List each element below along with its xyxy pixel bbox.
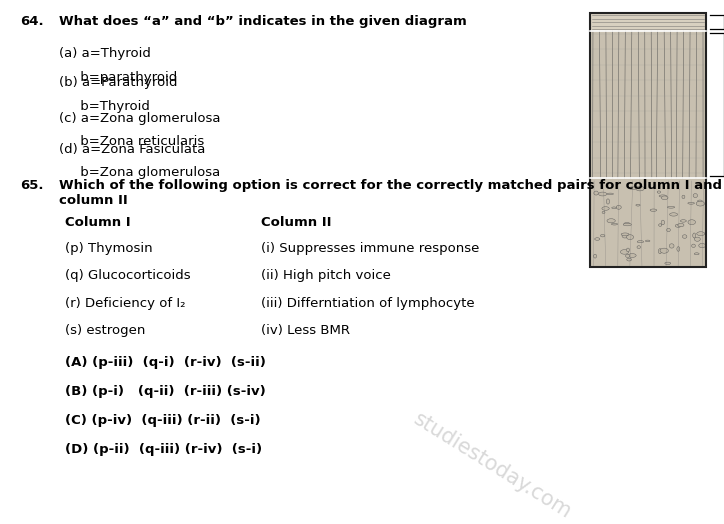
Ellipse shape — [637, 246, 641, 248]
Text: (B) (p-i)   (q-ii)  (r-iii) (s-iv): (B) (p-i) (q-ii) (r-iii) (s-iv) — [65, 385, 266, 398]
Ellipse shape — [661, 220, 665, 225]
Text: Column I: Column I — [65, 216, 131, 230]
Text: (q) Glucocorticoids: (q) Glucocorticoids — [65, 269, 191, 282]
Ellipse shape — [599, 192, 607, 196]
Ellipse shape — [607, 193, 613, 195]
Ellipse shape — [645, 240, 650, 242]
Ellipse shape — [620, 249, 628, 254]
Bar — [590, 13, 706, 31]
Ellipse shape — [628, 254, 636, 257]
Ellipse shape — [626, 248, 630, 252]
Ellipse shape — [668, 206, 675, 208]
Ellipse shape — [626, 235, 634, 239]
Bar — [590, 13, 706, 267]
Text: (C) (p-iv)  (q-iii) (r-ii)  (s-i): (C) (p-iv) (q-iii) (r-ii) (s-i) — [65, 414, 261, 427]
Ellipse shape — [661, 249, 668, 253]
Ellipse shape — [611, 223, 618, 225]
Ellipse shape — [658, 249, 662, 254]
Ellipse shape — [606, 199, 610, 204]
Text: (c) a=Zona glomerulosa: (c) a=Zona glomerulosa — [59, 112, 221, 125]
Ellipse shape — [694, 253, 699, 255]
Ellipse shape — [659, 195, 667, 197]
Ellipse shape — [696, 201, 704, 206]
Ellipse shape — [699, 243, 705, 248]
Ellipse shape — [669, 244, 674, 248]
Ellipse shape — [602, 211, 605, 213]
Ellipse shape — [621, 233, 629, 236]
Text: Which of the following option is correct for the correctly matched pairs for col: Which of the following option is correct… — [59, 179, 723, 207]
Text: b=Thyroid: b=Thyroid — [59, 100, 151, 113]
Ellipse shape — [677, 247, 680, 252]
Text: (i) Suppresses immune response: (i) Suppresses immune response — [261, 242, 479, 255]
Ellipse shape — [659, 224, 662, 226]
Ellipse shape — [612, 207, 616, 209]
Ellipse shape — [637, 241, 644, 243]
Ellipse shape — [628, 187, 637, 189]
Ellipse shape — [626, 254, 630, 257]
Text: b=parathyroid: b=parathyroid — [59, 71, 177, 84]
Ellipse shape — [627, 258, 631, 261]
Text: (iv) Less BMR: (iv) Less BMR — [261, 324, 350, 337]
Ellipse shape — [594, 238, 600, 241]
Ellipse shape — [607, 219, 615, 223]
Bar — [590, 13, 706, 267]
Text: What does “a” and “b” indicates in the given diagram: What does “a” and “b” indicates in the g… — [59, 15, 467, 28]
Ellipse shape — [670, 213, 678, 216]
Ellipse shape — [600, 234, 605, 237]
Ellipse shape — [696, 232, 704, 236]
Ellipse shape — [650, 209, 657, 211]
Text: studiestoday.com: studiestoday.com — [410, 409, 575, 522]
Text: b=Zona glomerulosa: b=Zona glomerulosa — [59, 166, 221, 179]
Text: 64.: 64. — [20, 15, 44, 28]
Ellipse shape — [594, 254, 597, 258]
Text: (iii) Differntiation of lymphocyte: (iii) Differntiation of lymphocyte — [261, 297, 474, 310]
Ellipse shape — [675, 224, 681, 227]
Ellipse shape — [624, 223, 630, 225]
Ellipse shape — [623, 223, 631, 226]
Ellipse shape — [693, 233, 696, 238]
Text: b=Zona reticularis: b=Zona reticularis — [59, 135, 205, 148]
Text: (d) a=Zona Fasiculata: (d) a=Zona Fasiculata — [59, 143, 206, 156]
Ellipse shape — [665, 262, 670, 265]
Text: (p) Thymosin: (p) Thymosin — [65, 242, 153, 255]
Text: (s) estrogen: (s) estrogen — [65, 324, 146, 337]
Ellipse shape — [622, 234, 628, 238]
Ellipse shape — [594, 191, 598, 195]
Ellipse shape — [694, 237, 700, 241]
Ellipse shape — [678, 223, 684, 227]
Ellipse shape — [683, 235, 687, 238]
Ellipse shape — [688, 220, 696, 225]
Ellipse shape — [636, 186, 644, 191]
Ellipse shape — [667, 228, 670, 232]
Ellipse shape — [693, 193, 697, 198]
Text: (A) (p-iii)  (q-i)  (r-iv)  (s-ii): (A) (p-iii) (q-i) (r-iv) (s-ii) — [65, 356, 266, 369]
Ellipse shape — [657, 191, 660, 193]
Ellipse shape — [697, 200, 702, 202]
Ellipse shape — [616, 205, 621, 209]
Text: Column II: Column II — [261, 216, 331, 230]
Text: (b) a=Parathyroid: (b) a=Parathyroid — [59, 76, 178, 89]
Text: (ii) High pitch voice: (ii) High pitch voice — [261, 269, 390, 282]
Ellipse shape — [636, 204, 640, 206]
Text: (r) Deficiency of I₂: (r) Deficiency of I₂ — [65, 297, 185, 310]
Ellipse shape — [660, 248, 668, 253]
Text: 65.: 65. — [20, 179, 43, 192]
Ellipse shape — [681, 220, 686, 222]
Text: (a) a=Thyroid: (a) a=Thyroid — [59, 47, 151, 60]
Ellipse shape — [602, 206, 609, 210]
Text: (D) (p-ii)  (q-iii) (r-iv)  (s-i): (D) (p-ii) (q-iii) (r-iv) (s-i) — [65, 443, 262, 456]
Ellipse shape — [682, 195, 685, 199]
Ellipse shape — [661, 196, 668, 200]
Ellipse shape — [691, 244, 695, 247]
Ellipse shape — [688, 202, 694, 204]
